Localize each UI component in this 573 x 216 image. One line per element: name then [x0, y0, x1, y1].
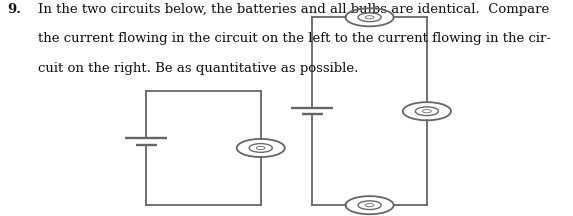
Text: the current flowing in the circuit on the left to the current flowing in the cir: the current flowing in the circuit on th…: [38, 32, 551, 45]
Text: cuit on the right. Be as quantitative as possible.: cuit on the right. Be as quantitative as…: [38, 62, 359, 75]
Text: In the two circuits below, the batteries and all bulbs are identical.  Compare: In the two circuits below, the batteries…: [38, 3, 550, 16]
Text: 9.: 9.: [7, 3, 21, 16]
